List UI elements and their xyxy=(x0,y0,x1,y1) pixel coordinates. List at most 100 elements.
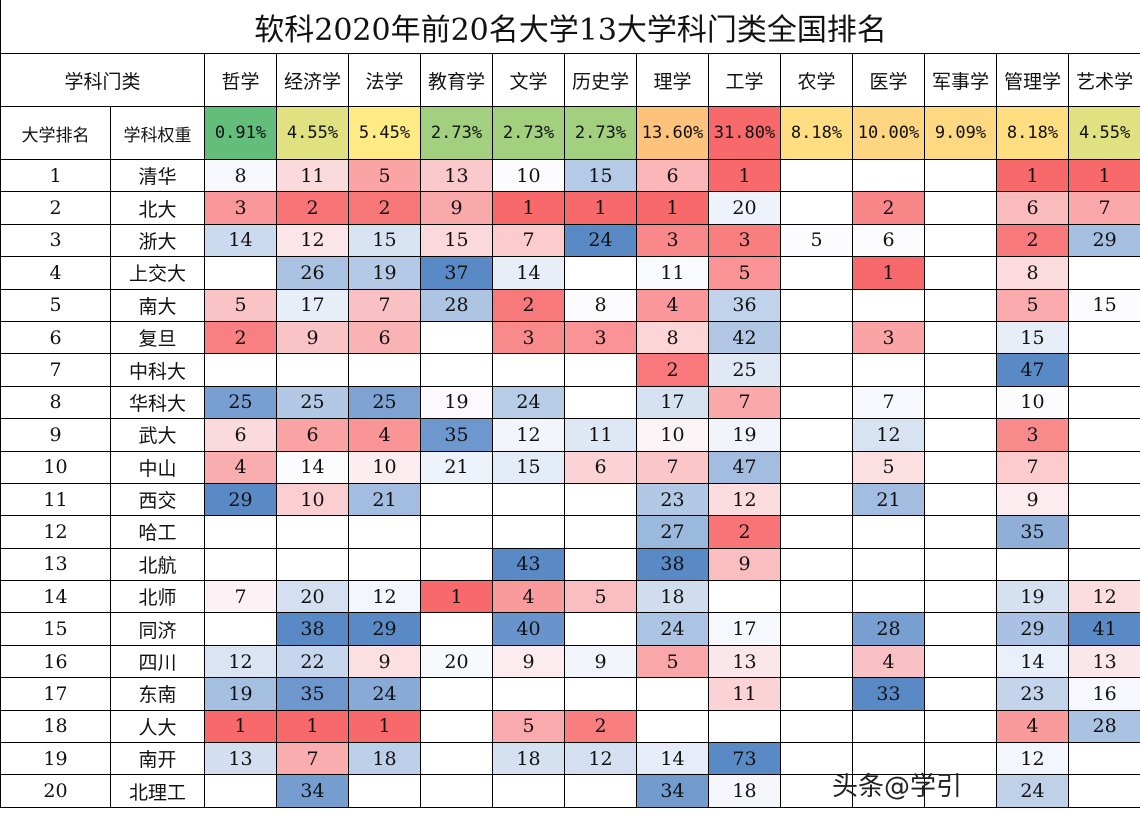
subject-header: 理学 xyxy=(636,53,709,107)
rank-value-cell: 1 xyxy=(852,256,925,290)
rank-value-cell: 19 xyxy=(204,677,277,711)
rank-value-cell: 16 xyxy=(1067,677,1140,711)
rank-value-cell: 3 xyxy=(708,223,781,258)
rank-value-cell: 15 xyxy=(564,158,637,193)
rank-value-cell: 9 xyxy=(420,191,493,225)
rank-value-cell: 25 xyxy=(708,353,781,387)
rank-value-cell: 5 xyxy=(996,288,1069,322)
rank-value-cell: 9 xyxy=(564,644,637,679)
rank-cell: 16 xyxy=(0,644,111,679)
rank-value-cell xyxy=(348,774,421,808)
rank-value-cell: 22 xyxy=(276,644,349,679)
rank-value-cell xyxy=(276,547,349,582)
rank-cell: 4 xyxy=(0,256,111,290)
rank-value-cell: 18 xyxy=(348,742,421,776)
rank-value-cell: 4 xyxy=(996,709,1069,744)
rank-value-cell xyxy=(780,320,853,355)
rank-cell: 15 xyxy=(0,612,111,646)
rank-value-cell: 8 xyxy=(564,288,637,322)
rank-value-cell: 6 xyxy=(564,450,637,484)
rank-value-cell xyxy=(1067,385,1140,420)
rank-value-cell: 6 xyxy=(204,418,277,452)
rank-value-cell: 6 xyxy=(636,158,709,193)
rank-value-cell: 5 xyxy=(492,709,565,744)
rank-value-cell xyxy=(780,256,853,290)
rank-value-cell: 29 xyxy=(996,612,1069,646)
rank-value-cell: 37 xyxy=(420,256,493,290)
subject-header: 艺术学 xyxy=(1067,53,1140,107)
rank-cell: 2 xyxy=(0,191,111,225)
rank-value-cell xyxy=(1067,515,1140,549)
rank-value-cell: 13 xyxy=(1067,644,1140,679)
subject-weight: 8.18% xyxy=(780,106,853,160)
university-name: 哈工 xyxy=(110,515,205,549)
rank-value-cell: 28 xyxy=(852,612,925,646)
rank-value-cell xyxy=(924,191,997,225)
category-header: 学科门类 xyxy=(0,53,205,107)
university-name: 清华 xyxy=(110,158,205,193)
rank-value-cell: 21 xyxy=(420,450,493,484)
university-name: 中科大 xyxy=(110,353,205,387)
university-name: 北大 xyxy=(110,191,205,225)
rank-value-cell xyxy=(708,580,781,614)
subject-weight: 31.80% xyxy=(708,106,781,160)
table-row: 20 北理工 34 34 18 24 xyxy=(0,774,1140,808)
watermark: 头条@学引 xyxy=(832,772,963,802)
rank-value-cell: 1 xyxy=(1067,158,1140,193)
rank-cell: 8 xyxy=(0,385,111,420)
rank-value-cell: 24 xyxy=(564,223,637,258)
rank-value-cell: 15 xyxy=(492,450,565,484)
rank-cell: 12 xyxy=(0,515,111,549)
rank-value-cell xyxy=(1067,418,1140,452)
rank-value-cell: 12 xyxy=(564,742,637,776)
rank-value-cell: 11 xyxy=(636,256,709,290)
rank-value-cell: 1 xyxy=(276,709,349,744)
rank-value-cell: 11 xyxy=(708,677,781,711)
rank-value-cell: 15 xyxy=(1067,288,1140,322)
rank-value-cell: 43 xyxy=(492,547,565,582)
table-row: 1 清华 8 11 5 13 10 15 6 1 1 1 xyxy=(0,158,1140,193)
rank-value-cell xyxy=(420,515,493,549)
rank-value-cell xyxy=(492,353,565,387)
rank-cell: 10 xyxy=(0,450,111,484)
rank-value-cell: 34 xyxy=(636,774,709,808)
rank-value-cell: 5 xyxy=(204,288,277,322)
rank-value-cell xyxy=(204,774,277,808)
rank-value-cell xyxy=(924,677,997,711)
subject-header: 法学 xyxy=(348,53,421,107)
rank-value-cell xyxy=(1067,256,1140,290)
rank-value-cell: 8 xyxy=(204,158,277,193)
table-row: 19 南开 13 7 18 18 12 14 73 12 xyxy=(0,742,1140,776)
university-name: 东南 xyxy=(110,677,205,711)
rank-value-cell: 47 xyxy=(708,450,781,484)
subject-header: 管理学 xyxy=(996,53,1069,107)
rank-value-cell: 24 xyxy=(996,774,1069,808)
rank-value-cell: 5 xyxy=(780,223,853,258)
table-title: 软科2020年前20名大学13大学科门类全国排名 xyxy=(0,0,1140,54)
subject-weight: 9.09% xyxy=(924,106,997,160)
rank-value-cell: 36 xyxy=(708,288,781,322)
rank-value-cell: 24 xyxy=(348,677,421,711)
rank-value-cell: 2 xyxy=(564,709,637,744)
rank-value-cell xyxy=(780,158,853,193)
university-name: 北航 xyxy=(110,547,205,582)
subject-weight: 2.73% xyxy=(564,106,637,160)
rank-value-cell: 2 xyxy=(276,191,349,225)
subject-header: 哲学 xyxy=(204,53,277,107)
rank-value-cell xyxy=(780,515,853,549)
rank-value-cell xyxy=(204,612,277,646)
university-name: 南大 xyxy=(110,288,205,322)
rank-value-cell: 25 xyxy=(276,385,349,420)
rank-value-cell: 29 xyxy=(348,612,421,646)
rank-value-cell xyxy=(348,515,421,549)
table-row: 10 中山 4 14 10 21 15 6 7 47 5 7 xyxy=(0,450,1140,484)
rank-value-cell: 10 xyxy=(276,482,349,517)
rank-value-cell: 2 xyxy=(492,288,565,322)
rank-value-cell xyxy=(1067,450,1140,484)
rank-value-cell xyxy=(924,709,997,744)
rank-value-cell xyxy=(780,418,853,452)
rank-value-cell xyxy=(852,515,925,549)
rank-value-cell: 1 xyxy=(492,191,565,225)
rank-value-cell: 1 xyxy=(204,709,277,744)
rank-value-cell xyxy=(852,709,925,744)
